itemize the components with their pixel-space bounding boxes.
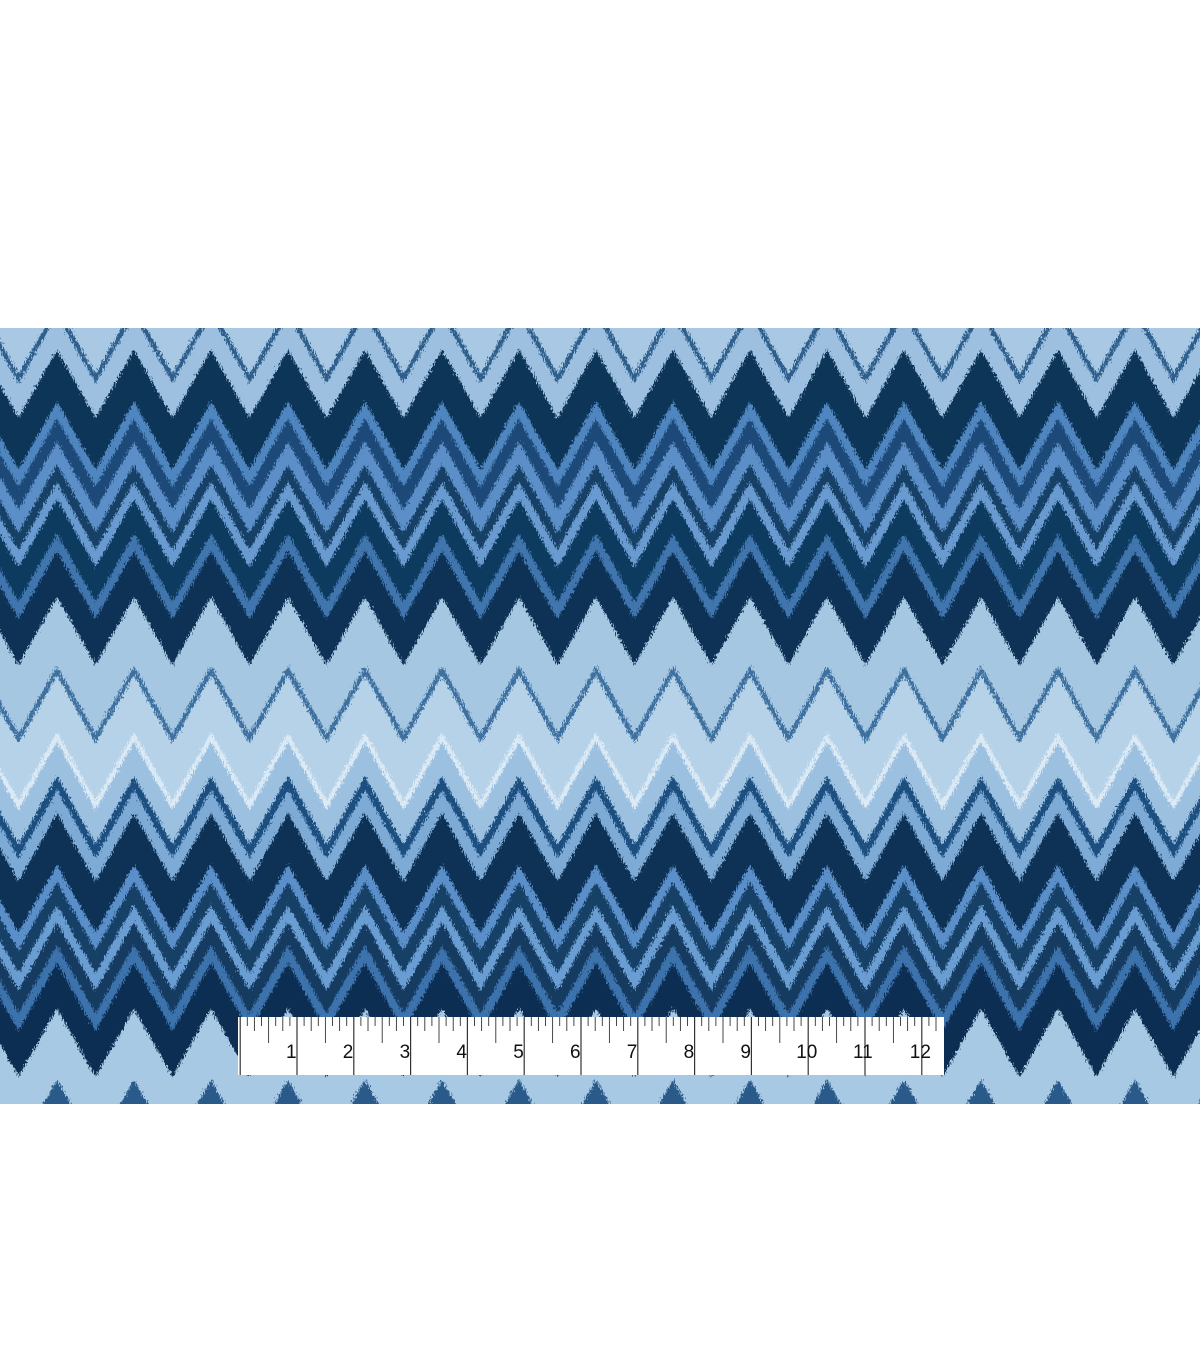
chevron-band [0, 328, 1200, 386]
chevron-band [0, 675, 1200, 803]
chevron-band [0, 790, 1200, 884]
ruler-number: 7 [626, 1042, 638, 1063]
chevron-band [0, 328, 1200, 420]
chevron-band [0, 741, 1200, 847]
chevron-band [0, 401, 1200, 489]
ruler-number: 3 [399, 1042, 411, 1063]
chevron-band [0, 945, 1200, 1033]
chevron-band [0, 882, 1200, 976]
ruler-number: 11 [853, 1042, 873, 1063]
ruler-number: 6 [570, 1042, 581, 1063]
ruler-number: 5 [513, 1042, 524, 1063]
ruler-number: 9 [740, 1042, 751, 1063]
chevron-band [0, 922, 1200, 1016]
chevron-band [0, 596, 1200, 736]
ruler-ticks [239, 1017, 937, 1075]
ruler-number: 12 [909, 1042, 931, 1063]
chevron-fabric-swatch [0, 328, 1200, 1104]
chevron-band [0, 962, 1200, 1079]
chevron-band [0, 418, 1200, 512]
ruler-number: 2 [342, 1042, 354, 1063]
chevron-band [0, 499, 1200, 604]
ruler-number: 4 [456, 1042, 467, 1063]
chevron-pattern [0, 328, 1200, 1104]
chevron-band [0, 732, 1200, 812]
chevron-band [0, 550, 1200, 667]
measuring-ruler: 1 2 3 4 5 6 7 8 9 10 11 12 [238, 1017, 944, 1075]
chevron-band [0, 905, 1200, 993]
ruler-number: 10 [796, 1042, 818, 1063]
chevron-band [0, 349, 1200, 472]
ruler-number: 8 [683, 1042, 695, 1063]
chevron-band [0, 533, 1200, 621]
chevron-band [0, 481, 1200, 570]
chevron-band [0, 464, 1200, 552]
chevron-band [0, 328, 1200, 376]
chevron-band [0, 665, 1200, 746]
chevron-band [0, 864, 1200, 953]
chevron-band [0, 813, 1200, 935]
ruler-number: 1 [286, 1042, 297, 1063]
chevron-band [0, 441, 1200, 535]
